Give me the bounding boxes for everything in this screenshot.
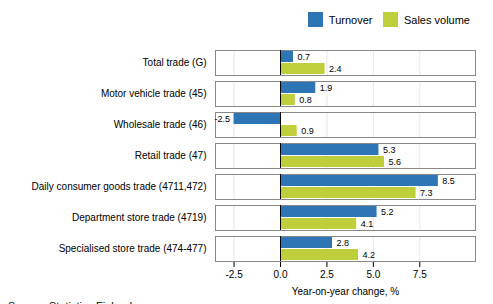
svg-text:Department store trade (4719): Department store trade (4719) (72, 212, 207, 223)
svg-text:5.3: 5.3 (383, 144, 396, 154)
svg-text:2.4: 2.4 (329, 63, 342, 73)
svg-text:Specialised store trade (474-4: Specialised store trade (474-477) (59, 243, 207, 254)
svg-text:Total trade (G): Total trade (G) (143, 57, 207, 68)
svg-text:Motor vehicle trade (45): Motor vehicle trade (45) (101, 88, 207, 99)
svg-text:Year-on-year change, %: Year-on-year change, % (292, 285, 400, 296)
svg-text:-2.5: -2.5 (215, 113, 231, 123)
svg-text:5.6: 5.6 (389, 156, 402, 166)
svg-text:-2.5: -2.5 (225, 268, 243, 279)
html-text:Sales volume: Sales volume (404, 13, 470, 26)
svg-text:5.0: 5.0 (366, 268, 380, 279)
svg-text:7.5: 7.5 (413, 268, 427, 279)
svg-text:2.8: 2.8 (337, 237, 350, 247)
svg-text:0.8: 0.8 (299, 94, 312, 104)
svg-text:4.1: 4.1 (361, 218, 374, 228)
svg-text:0.0: 0.0 (274, 268, 288, 279)
html-text:Turnover: Turnover (328, 13, 373, 26)
svg-text:8.5: 8.5 (442, 175, 455, 185)
svg-text:2.5: 2.5 (320, 268, 334, 279)
svg-text:4.2: 4.2 (363, 249, 376, 259)
svg-text:Daily consumer goods trade (47: Daily consumer goods trade (4711,472) (32, 181, 207, 192)
svg-text:0.7: 0.7 (298, 51, 311, 61)
svg-text:Retail trade (47): Retail trade (47) (135, 150, 207, 161)
svg-text:5.2: 5.2 (381, 206, 394, 216)
svg-text:Wholesale trade (46): Wholesale trade (46) (114, 119, 207, 130)
svg-text:1.9: 1.9 (320, 82, 333, 92)
svg-text:0.9: 0.9 (301, 125, 314, 135)
svg-text:7.3: 7.3 (420, 187, 433, 197)
